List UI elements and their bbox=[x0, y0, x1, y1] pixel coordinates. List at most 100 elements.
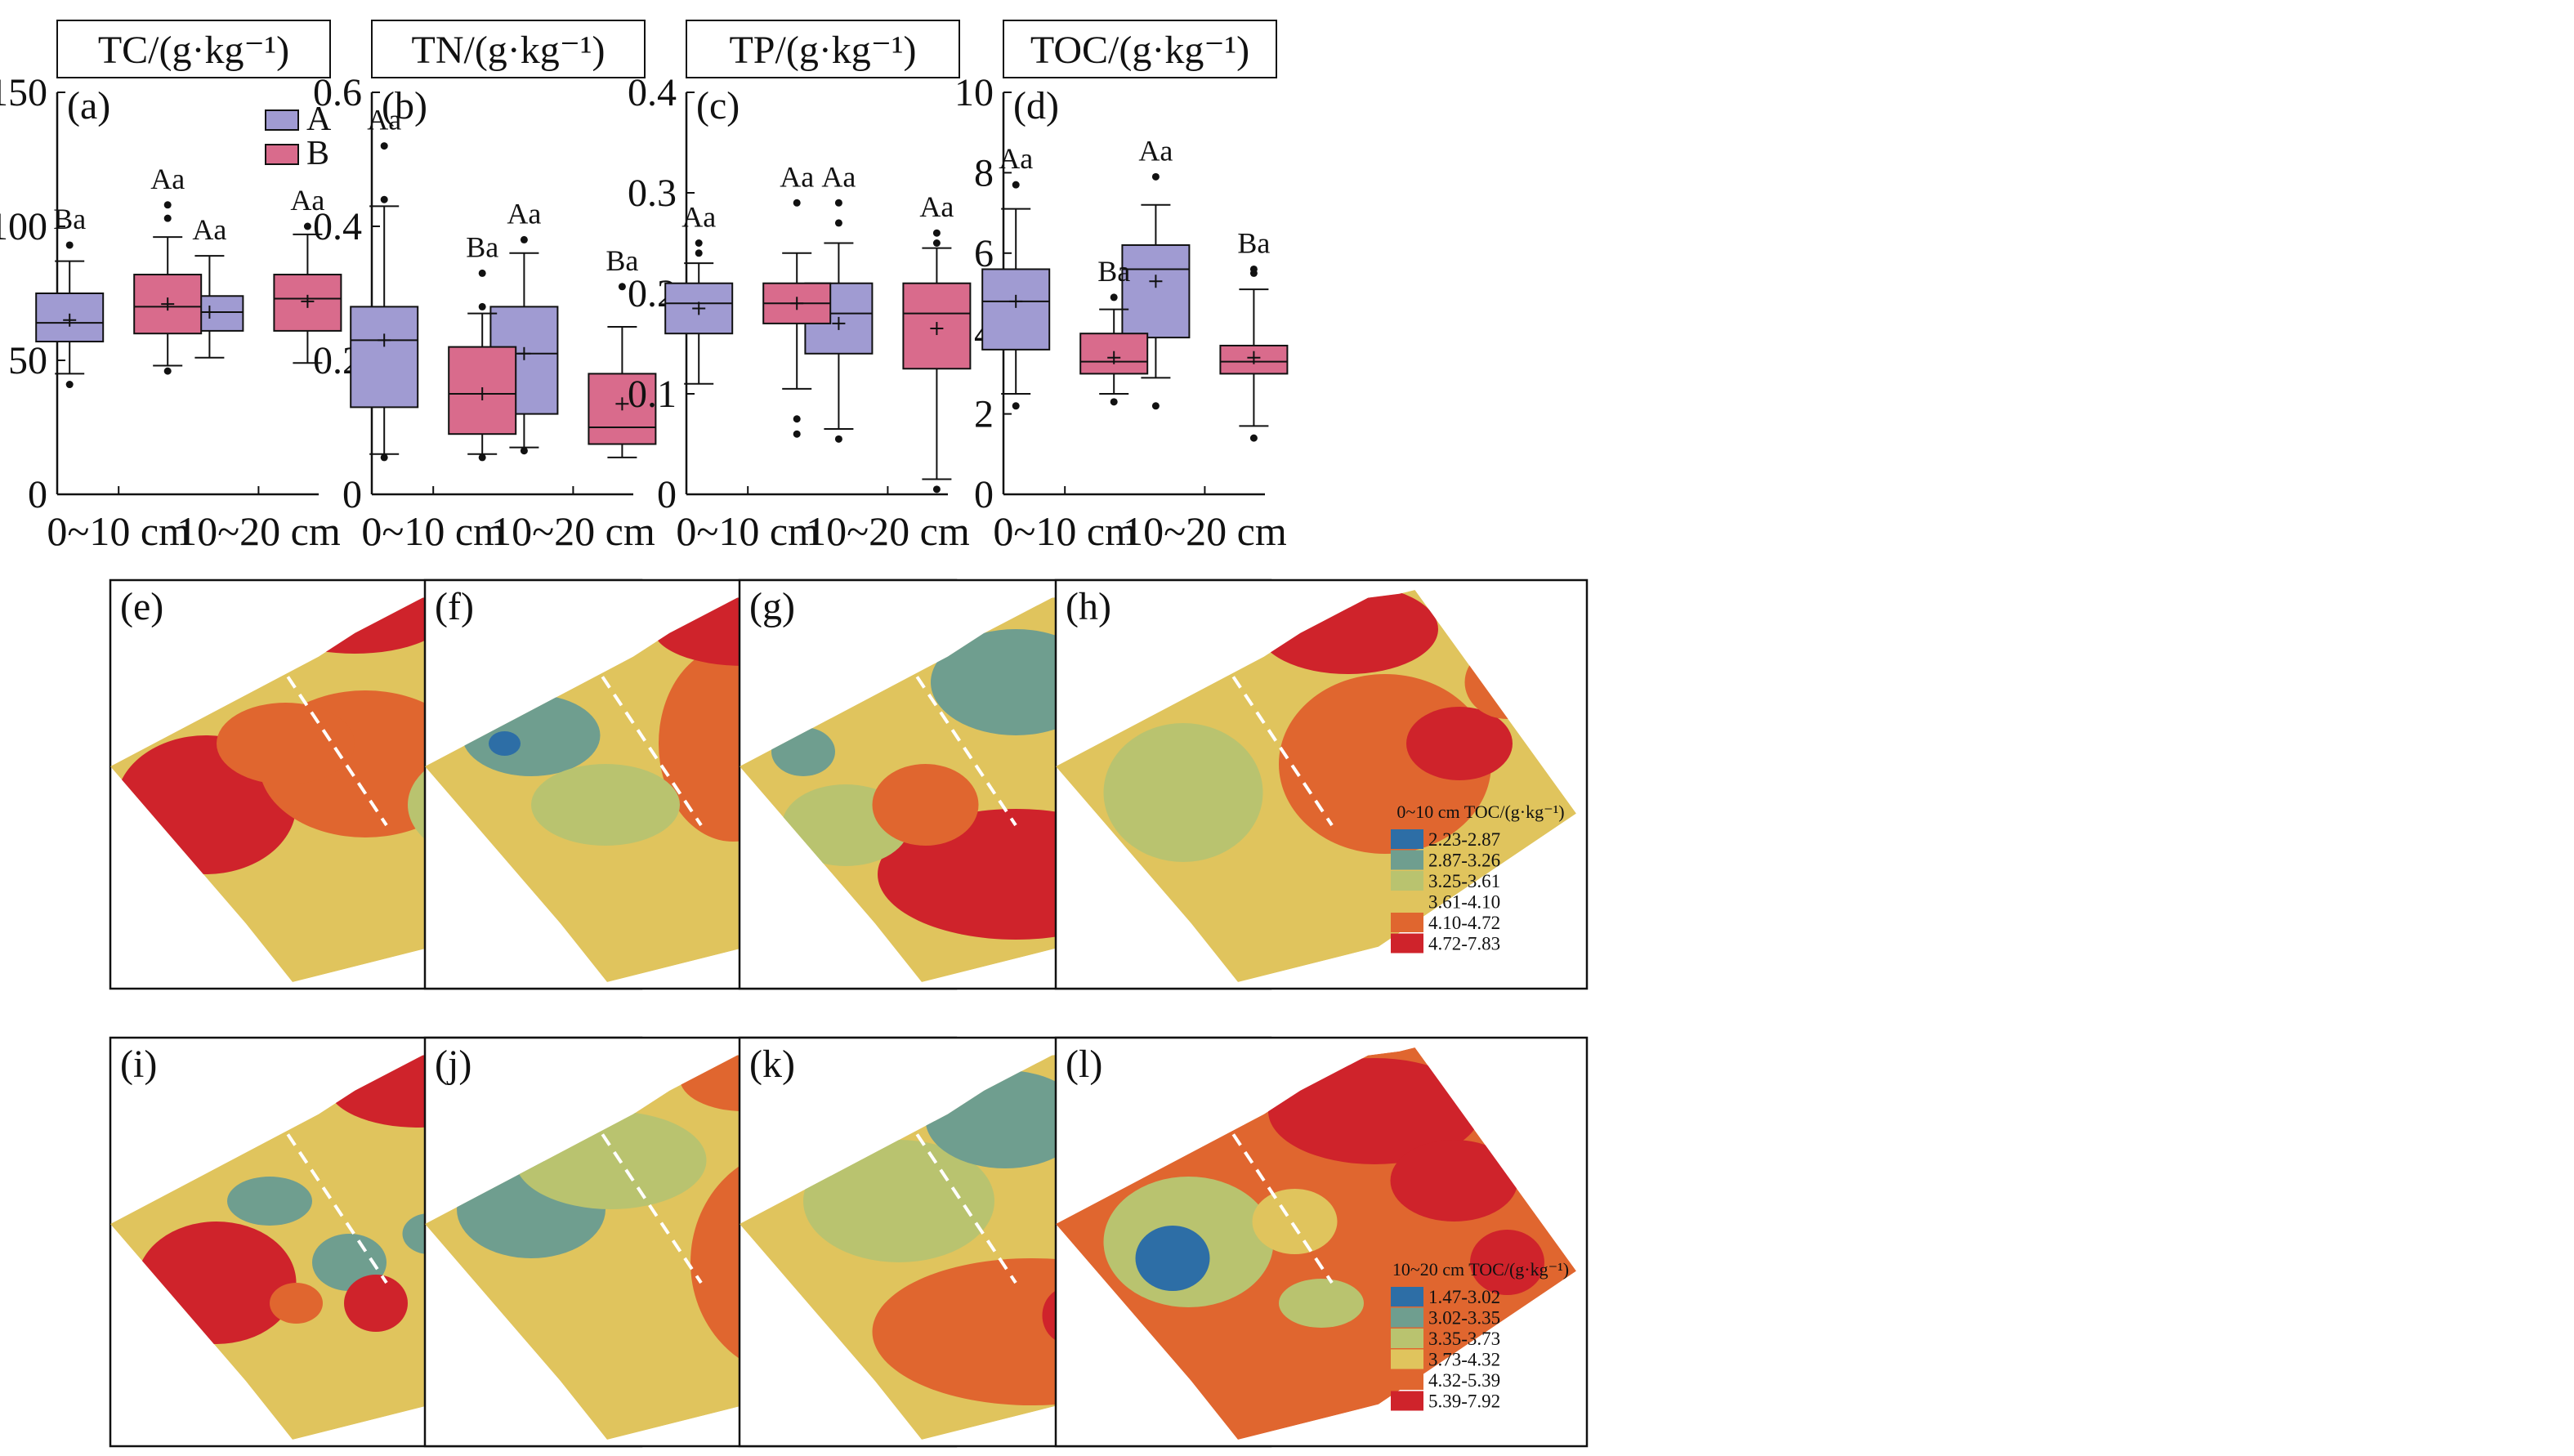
panel-title: TOC/(g·kg⁻¹) bbox=[1030, 29, 1249, 72]
y-tick-label: 0 bbox=[974, 473, 994, 516]
panel-letter: (f) bbox=[435, 585, 474, 628]
map-notch bbox=[933, 1043, 971, 1073]
box-A: Ba bbox=[35, 203, 105, 389]
panel-title-box bbox=[1003, 20, 1277, 78]
box-iqr bbox=[350, 306, 419, 409]
outlier-point bbox=[65, 381, 74, 389]
map-class-region bbox=[270, 1283, 323, 1324]
outlier-point bbox=[695, 239, 703, 247]
panel-letter: (j) bbox=[435, 1043, 471, 1086]
outlier-point bbox=[1110, 293, 1118, 301]
map-legend-swatch bbox=[1391, 829, 1423, 849]
box-iqr bbox=[1121, 243, 1191, 339]
outlier-point bbox=[163, 201, 172, 209]
x-category-label: 10~20 cm bbox=[177, 508, 341, 554]
map-notch bbox=[304, 586, 342, 615]
significance-label: Aa bbox=[507, 197, 541, 230]
legend-swatch-A bbox=[265, 109, 299, 131]
map-legend-label: 2.87-3.26 bbox=[1428, 851, 1500, 871]
legend-swatch-B bbox=[265, 144, 299, 165]
map-legend-label: 4.72-7.83 bbox=[1428, 934, 1500, 954]
map-legend-swatch bbox=[1391, 850, 1423, 870]
y-tick-label: 0.3 bbox=[628, 172, 677, 215]
legend-label: B bbox=[306, 135, 329, 172]
outlier-point bbox=[695, 249, 703, 257]
significance-label: Ba bbox=[606, 244, 638, 277]
panel-title: TP/(g·kg⁻¹) bbox=[729, 29, 916, 72]
outlier-point bbox=[520, 447, 528, 455]
map-class-region bbox=[217, 703, 355, 784]
map-legend-label: 3.02-3.35 bbox=[1428, 1308, 1500, 1329]
outlier-point bbox=[65, 241, 74, 249]
map-class-region bbox=[489, 731, 521, 756]
y-tick-label: 0 bbox=[28, 473, 47, 516]
outlier-point bbox=[478, 302, 486, 310]
panel-letter: (e) bbox=[120, 585, 163, 628]
map-class-region bbox=[1406, 707, 1513, 780]
x-category-label: 0~10 cm bbox=[676, 508, 820, 554]
boxplot-panel: TP/(g·kg⁻¹)00.10.20.30.4 (c)0~10 cm10~20 … bbox=[628, 20, 972, 554]
map-legend-swatch bbox=[1391, 1287, 1423, 1306]
significance-label: Aa bbox=[919, 190, 954, 223]
panel-title-box bbox=[56, 20, 331, 78]
map-legend-swatch bbox=[1391, 1370, 1423, 1390]
x-category-label: 10~20 cm bbox=[806, 508, 970, 554]
outlier-point bbox=[618, 283, 626, 291]
significance-label: Aa bbox=[192, 213, 226, 246]
panel-letter: (a) bbox=[67, 84, 110, 127]
outlier-point bbox=[834, 435, 842, 443]
map-class-region bbox=[1470, 1230, 1544, 1295]
map-legend-label: 4.32-5.39 bbox=[1428, 1370, 1500, 1391]
outlier-point bbox=[1249, 265, 1258, 273]
map-class-region bbox=[1252, 1189, 1338, 1254]
map-legend-label: 5.39-7.92 bbox=[1428, 1391, 1500, 1412]
x-category-label: 0~10 cm bbox=[993, 508, 1137, 554]
x-category-label: 10~20 cm bbox=[491, 508, 655, 554]
box-B: Ba bbox=[1219, 226, 1289, 442]
box-B: Ba bbox=[1079, 255, 1149, 406]
outlier-point bbox=[163, 214, 172, 222]
panel-title: TC/(g·kg⁻¹) bbox=[98, 29, 289, 72]
outlier-point bbox=[1151, 402, 1160, 410]
outlier-point bbox=[520, 235, 528, 243]
x-category-label: 10~20 cm bbox=[1123, 508, 1287, 554]
outlier-point bbox=[793, 199, 801, 207]
map-panel: (h) 0~10 cm TOC/(g·kg⁻¹) 2.23-2.872.87-3.2… bbox=[1054, 578, 1589, 990]
panel-letter: (h) bbox=[1066, 585, 1111, 628]
map-legend-label: 3.61-4.10 bbox=[1428, 892, 1500, 913]
outlier-point bbox=[478, 453, 486, 462]
box-B: Ba bbox=[448, 230, 517, 462]
map-notch bbox=[1249, 586, 1287, 615]
y-tick-label: 0.4 bbox=[313, 205, 362, 248]
map-legend-label: 3.25-3.61 bbox=[1428, 871, 1500, 891]
panel-letter: (c) bbox=[696, 84, 740, 127]
outlier-point bbox=[1110, 398, 1118, 406]
y-tick-label: 0.4 bbox=[628, 71, 677, 114]
significance-label: Aa bbox=[821, 160, 856, 193]
panel-title-box bbox=[371, 20, 646, 78]
map-legend-label: 3.73-4.32 bbox=[1428, 1350, 1500, 1370]
legend-label: A bbox=[306, 100, 332, 138]
map-surface bbox=[1056, 1047, 1576, 1440]
map-class-region bbox=[344, 1275, 408, 1332]
significance-label: Aa bbox=[681, 201, 716, 234]
box-B: Aa bbox=[133, 163, 203, 375]
box-A: Aa bbox=[664, 201, 734, 385]
panel-letter: (k) bbox=[749, 1043, 795, 1086]
map-legend-title: 0~10 cm TOC/(g·kg⁻¹) bbox=[1396, 802, 1564, 822]
box-B: Aa bbox=[902, 190, 972, 494]
outlier-point bbox=[1151, 172, 1160, 181]
map-legend-swatch bbox=[1391, 1349, 1423, 1369]
significance-label: Aa bbox=[290, 184, 324, 217]
map-legend-swatch bbox=[1391, 1391, 1423, 1411]
significance-label: Ba bbox=[53, 203, 86, 235]
panel-letter: (i) bbox=[120, 1043, 157, 1086]
map-class-region bbox=[531, 764, 680, 846]
map-class-region bbox=[1268, 1058, 1481, 1164]
map-legend-title: 10~20 cm TOC/(g·kg⁻¹) bbox=[1392, 1259, 1569, 1280]
y-tick-label: 0 bbox=[657, 473, 677, 516]
map-class-region bbox=[227, 1177, 312, 1226]
y-tick-label: 0.6 bbox=[313, 71, 362, 114]
